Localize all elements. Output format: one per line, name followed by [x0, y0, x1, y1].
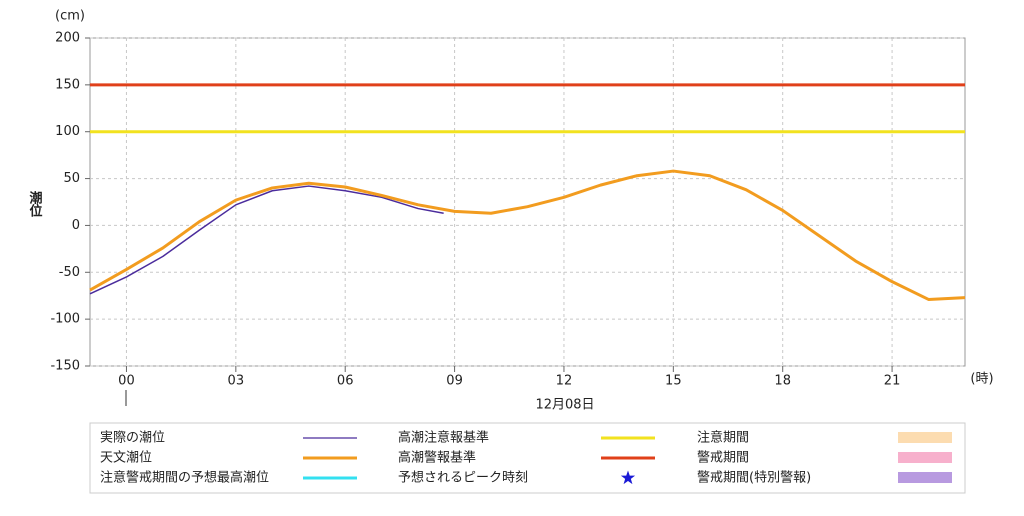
legend-swatch	[898, 472, 952, 483]
y-tick-label: 100	[55, 124, 80, 139]
tide-line	[89, 169, 966, 301]
x-tick-label: 09	[446, 374, 463, 389]
x-tick-label: 12	[556, 374, 573, 389]
legend-swatch	[620, 470, 636, 485]
x-tick-label: 03	[228, 374, 245, 389]
y-tick-label: -100	[50, 312, 80, 327]
y-axis-label: 潮位	[27, 190, 43, 218]
plot-frame	[89, 37, 966, 367]
tide-line	[89, 185, 444, 295]
legend-label: 警戒期間	[697, 450, 749, 466]
legend-label: 注意期間	[697, 430, 749, 446]
legend-label: 警戒期間(特別警報)	[697, 470, 811, 486]
y-tick-label: -50	[59, 265, 80, 280]
y-tick-label: -150	[50, 359, 80, 374]
x-tick-label: 21	[884, 374, 901, 389]
y-tick-label: 0	[72, 218, 80, 233]
x-tick-label: 00	[118, 374, 135, 389]
date-label: 12月08日	[535, 398, 594, 413]
legend-label: 注意警戒期間の予想最高潮位	[100, 470, 269, 486]
x-tick-label: 18	[774, 374, 791, 389]
legend-label: 天文潮位	[100, 451, 152, 466]
x-tick-label: 06	[337, 374, 354, 389]
legend-label: 実際の潮位	[100, 430, 165, 446]
y-tick-label: 50	[63, 171, 80, 186]
legend-label: 高潮警報基準	[398, 450, 476, 466]
legend-swatch	[898, 452, 952, 463]
y-tick-label: 200	[55, 31, 80, 46]
y-unit: (cm)	[55, 9, 85, 24]
legend-box	[89, 422, 966, 494]
legend-label: 予想されるピーク時刻	[398, 470, 528, 486]
legend-label: 高潮注意報基準	[398, 430, 489, 446]
x-tick-label: 15	[665, 374, 682, 389]
y-tick-label: 150	[55, 77, 80, 92]
legend-swatch	[898, 432, 952, 443]
x-unit: (時)	[970, 372, 993, 387]
